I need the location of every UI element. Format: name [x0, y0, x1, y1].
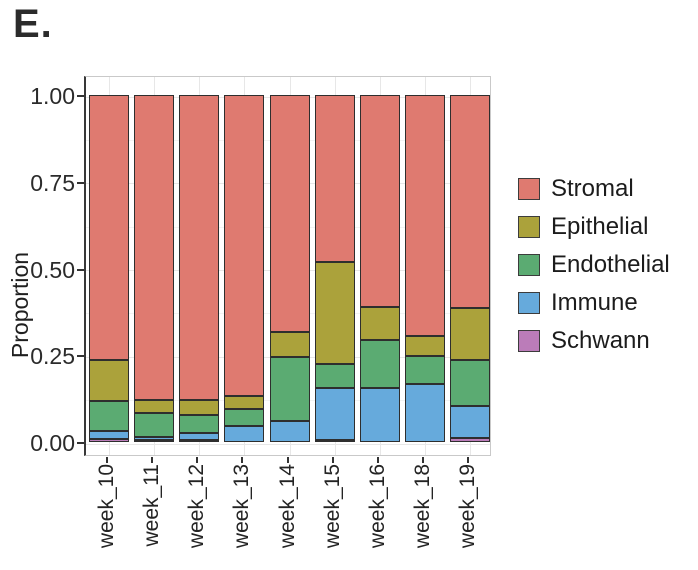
bar-segment-endothelial: [270, 357, 310, 421]
bar-segment-endothelial: [89, 401, 129, 431]
bar-segment-endothelial: [360, 340, 400, 388]
legend-swatch-schwann: [518, 330, 540, 352]
bar-segment-stromal: [405, 95, 445, 336]
x-tick: [332, 457, 334, 463]
panel-label: E.: [13, 2, 53, 46]
bar-segment-stromal: [224, 95, 264, 396]
legend-swatch-stromal: [518, 178, 540, 200]
bar-segment-stromal: [270, 95, 310, 332]
bar-segment-schwann: [179, 440, 219, 442]
bar-segment-immune: [89, 431, 129, 439]
x-tick: [467, 457, 469, 463]
gridline-major: [86, 444, 490, 445]
bar-week-14: [270, 95, 310, 442]
bar-segment-epithelial: [360, 307, 400, 340]
y-tick: [77, 181, 84, 184]
x-tick-label-week-10: week_10: [95, 464, 118, 549]
bar-segment-epithelial: [134, 400, 174, 413]
bar-segment-immune: [360, 388, 400, 442]
bar-week-11: [134, 95, 174, 442]
y-tick-label: 0.75: [30, 169, 75, 196]
bar-segment-immune: [405, 384, 445, 442]
x-tick-label-week-15: week_15: [321, 464, 344, 549]
x-tick: [106, 457, 108, 463]
legend-item-endothelial: Endothelial: [518, 246, 670, 284]
legend-item-epithelial: Epithelial: [518, 208, 670, 246]
legend-label-stromal: Stromal: [551, 175, 634, 202]
bar-segment-schwann: [315, 440, 355, 442]
bar-segment-epithelial: [450, 308, 490, 360]
bar-segment-endothelial: [179, 415, 219, 434]
plot-area: [84, 76, 491, 456]
x-tick: [377, 457, 379, 463]
legend-item-schwann: Schwann: [518, 322, 670, 360]
y-tick: [77, 95, 84, 97]
bar-segment-epithelial: [179, 400, 219, 416]
legend-label-immune: Immune: [551, 289, 638, 316]
bar-segment-immune: [450, 406, 490, 438]
x-tick-label-week-13: week_13: [230, 464, 253, 549]
bar-segment-stromal: [89, 95, 129, 360]
bar-segment-stromal: [179, 95, 219, 401]
bar-segment-immune: [134, 437, 174, 440]
bar-segment-endothelial: [315, 364, 355, 388]
x-tick: [422, 457, 424, 463]
bar-segment-schwann: [89, 439, 129, 442]
x-tick: [241, 457, 243, 463]
x-tick: [151, 457, 153, 463]
x-tick-label-week-12: week_12: [185, 464, 208, 549]
legend-label-epithelial: Epithelial: [551, 213, 649, 240]
bar-segment-immune: [315, 388, 355, 440]
legend-label-schwann: Schwann: [551, 327, 650, 354]
bar-week-13: [224, 95, 264, 442]
y-tick-label: 0.00: [30, 430, 75, 456]
x-tick: [196, 457, 198, 463]
bar-week-18: [405, 95, 445, 442]
x-tick-label-week-16: week_16: [366, 464, 389, 549]
bar-segment-schwann: [450, 438, 490, 442]
bar-segment-stromal: [134, 95, 174, 400]
bar-segment-epithelial: [405, 336, 445, 356]
bar-segment-epithelial: [89, 360, 129, 401]
bar-segment-stromal: [315, 95, 355, 262]
x-tick: [287, 457, 289, 463]
y-tick-label: 0.25: [30, 343, 75, 370]
legend-item-stromal: Stromal: [518, 170, 670, 208]
bar-segment-endothelial: [450, 360, 490, 406]
y-tick-label: 1.00: [30, 83, 75, 109]
bar-week-12: [179, 95, 219, 442]
legend-swatch-epithelial: [518, 216, 540, 238]
y-tick-label: 0.50: [30, 256, 75, 283]
bar-segment-endothelial: [134, 413, 174, 437]
x-tick-label-week-11: week_11: [140, 464, 163, 547]
legend-swatch-endothelial: [518, 254, 540, 276]
x-tick-label-week-19: week_19: [456, 464, 479, 549]
y-tick: [77, 268, 84, 271]
bar-segment-immune: [270, 421, 310, 442]
bar-segment-immune: [224, 426, 264, 442]
bar-week-10: [89, 95, 129, 442]
bar-segment-stromal: [360, 95, 400, 307]
legend-swatch-immune: [518, 292, 540, 314]
bar-segment-endothelial: [405, 356, 445, 384]
bar-segment-endothelial: [224, 409, 264, 426]
x-tick-label-week-18: week_18: [411, 464, 434, 549]
bar-segment-schwann: [134, 440, 174, 442]
bar-week-19: [450, 95, 490, 442]
bar-segment-stromal: [450, 95, 490, 308]
x-tick-label-week-14: week_14: [276, 464, 299, 549]
bar-segment-immune: [179, 433, 219, 440]
legend-item-immune: Immune: [518, 284, 670, 322]
y-tick: [77, 442, 84, 444]
bar-segment-epithelial: [270, 332, 310, 357]
bar-segment-epithelial: [224, 396, 264, 409]
y-tick: [77, 355, 84, 358]
bar-week-16: [360, 95, 400, 442]
legend-label-endothelial: Endothelial: [551, 251, 670, 278]
bar-segment-epithelial: [315, 262, 355, 364]
bar-week-15: [315, 95, 355, 442]
legend: Stromal Epithelial Endothelial Immune Schwan…: [518, 170, 670, 360]
